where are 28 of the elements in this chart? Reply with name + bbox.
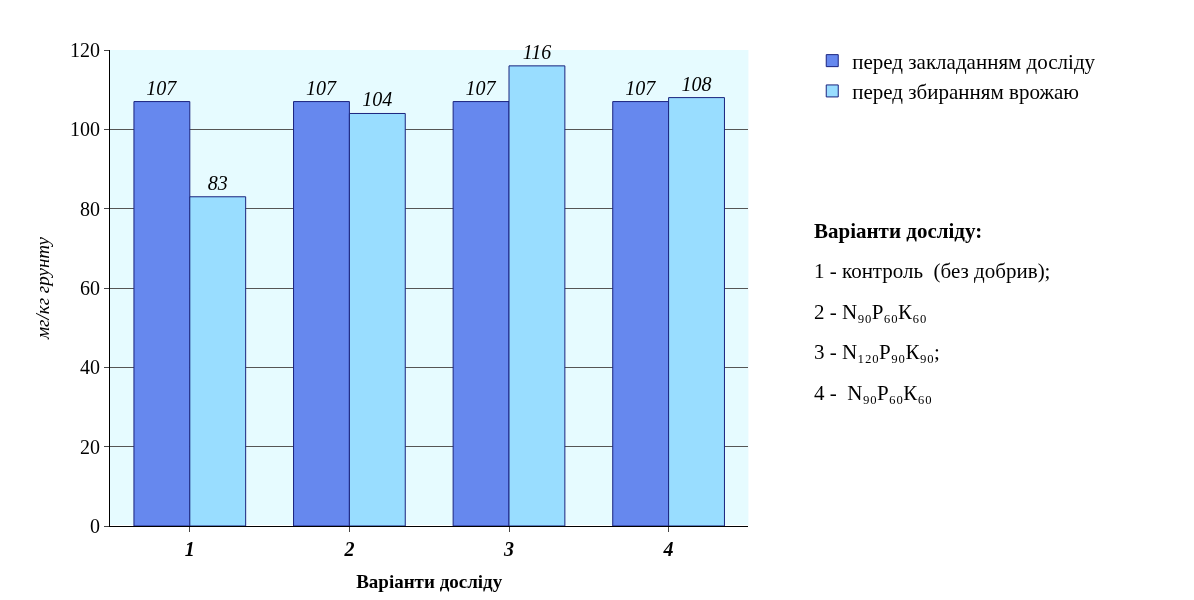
text: 3 - N₁₂₀P₉₀К₉₀;	[814, 340, 940, 364]
text: 4 - N₉₀P₆₀К₆₀	[814, 381, 933, 405]
x-tick-label: 4	[662, 538, 674, 560]
data-label: 83	[207, 171, 228, 194]
data-label: 104	[362, 88, 393, 111]
y-axis-title: мг/кг грунту	[31, 236, 53, 341]
y-tick-label: 120	[70, 39, 100, 61]
text: 2 - N₉₀P₆₀К₆₀	[814, 300, 927, 324]
data-label: 107	[146, 76, 178, 99]
text: 1 - контроль (без добрив);	[814, 259, 1051, 283]
data-label: 116	[522, 40, 552, 63]
y-tick-label: 100	[70, 118, 100, 141]
data-label: 107	[625, 76, 657, 99]
x-axis-title: Варіанти досліду	[356, 570, 503, 592]
data-label: 108	[681, 72, 712, 95]
y-tick-label: 20	[80, 435, 100, 458]
data-label: 107	[305, 76, 337, 99]
data-label: 107	[465, 76, 497, 99]
y-tick-label: 60	[80, 277, 100, 299]
y-tick-label: 80	[80, 197, 100, 220]
x-tick-label: 1	[184, 538, 195, 560]
y-tick-label: 0	[90, 515, 100, 537]
legend-label: перед закладанням досліду	[852, 49, 1096, 74]
y-tick-label: 40	[80, 356, 100, 379]
text: Варіанти досліду:	[814, 219, 983, 243]
x-tick-label: 2	[343, 538, 355, 560]
legend-label: перед збиранням врожаю	[852, 80, 1079, 105]
x-tick-label: 3	[503, 538, 514, 560]
